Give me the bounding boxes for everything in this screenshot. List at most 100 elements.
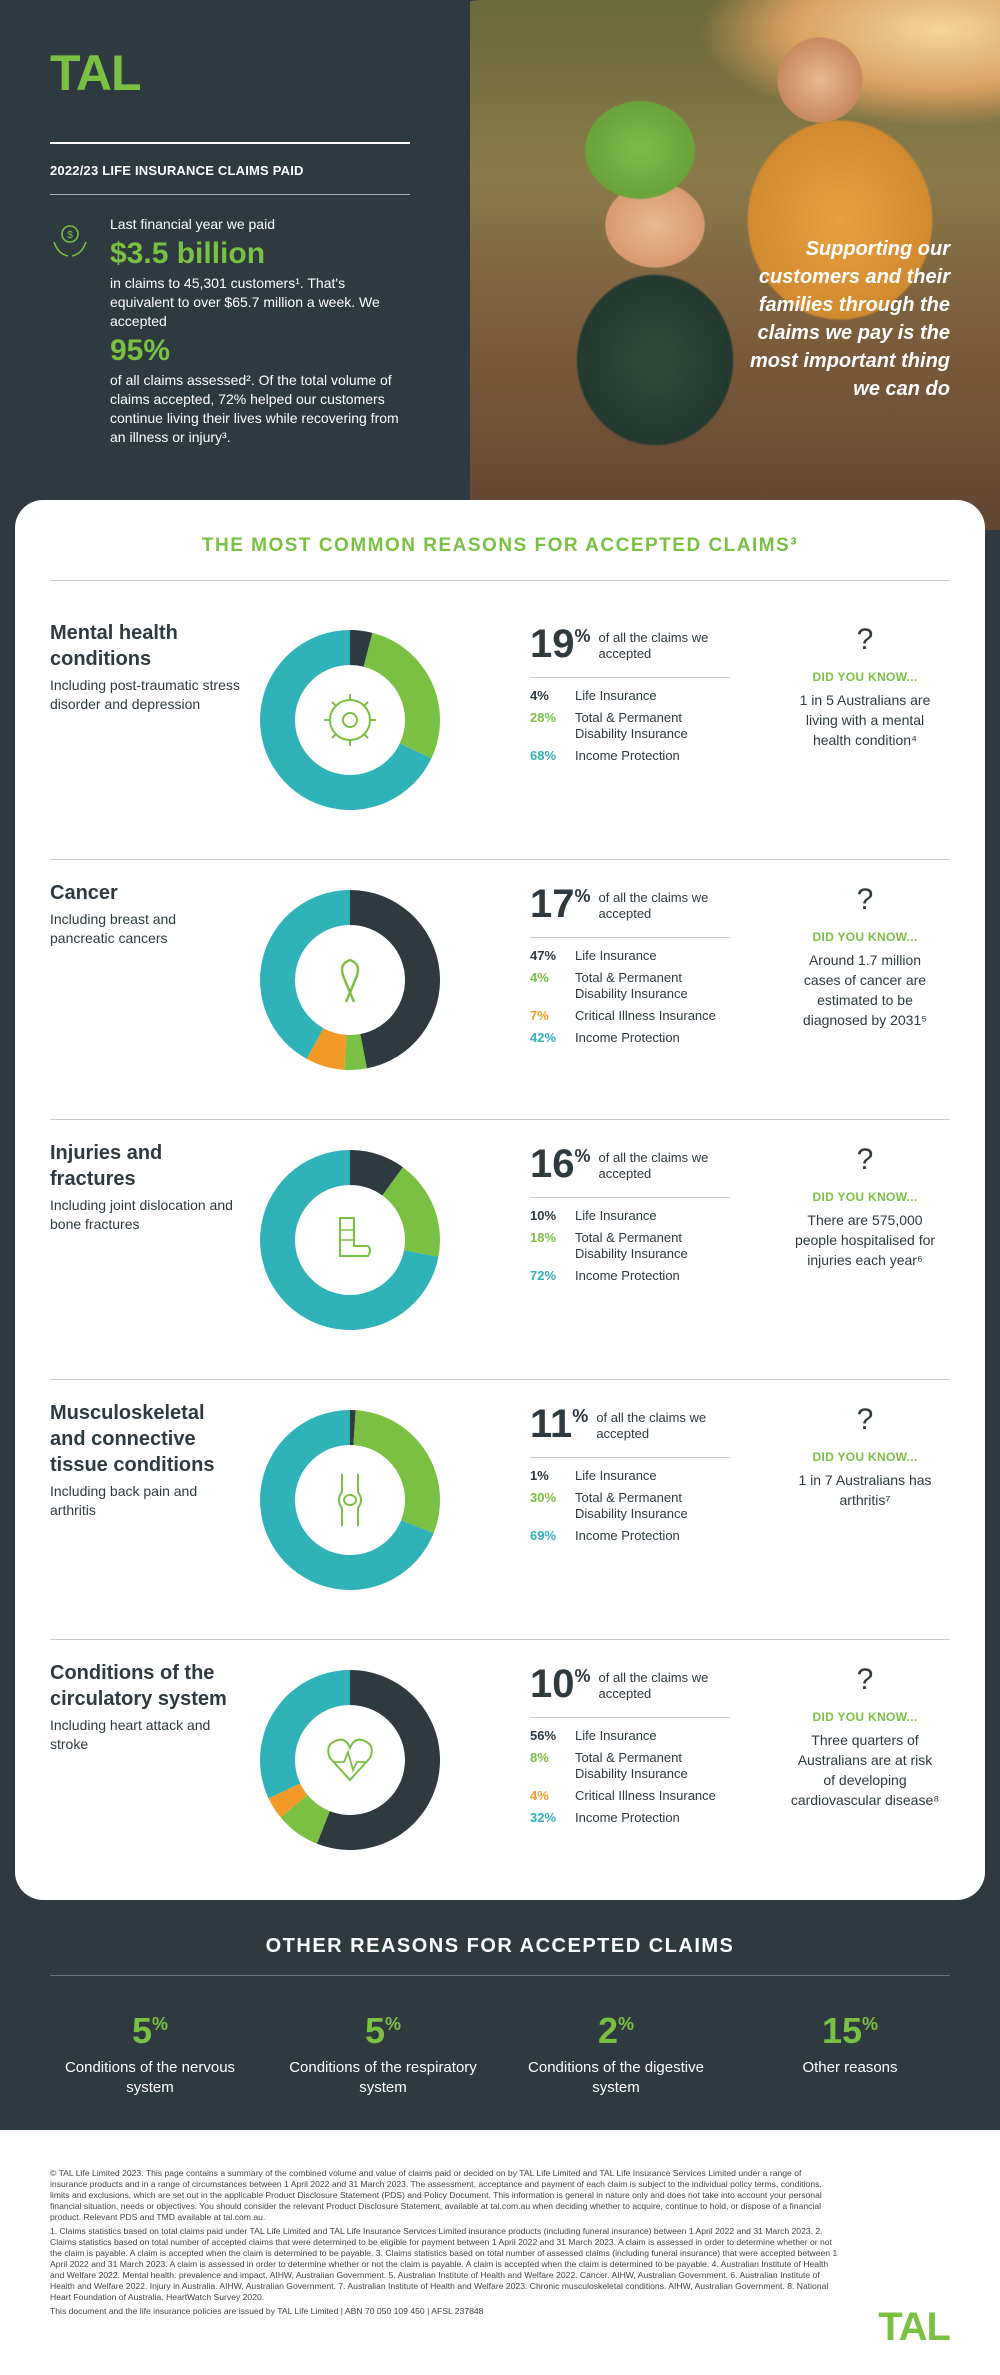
did-you-know-heading: DID YOU KNOW...: [812, 1190, 918, 1204]
breakdown-label: Total & Permanent Disability Insurance: [575, 1490, 688, 1521]
breakdown-row: 4% Life Insurance: [530, 688, 730, 704]
hero-line3: of all claims assessed². Of the total vo…: [110, 372, 399, 445]
divider: [530, 1457, 730, 1458]
did-you-know-fact: Three quarters of Australians are at ris…: [790, 1732, 940, 1808]
hero-line2: in claims to 45,301 customers¹. That's e…: [110, 275, 380, 329]
reason-name: Musculoskeletal and connective tissue co…: [50, 1402, 215, 1476]
of-all-claims: of all the claims we accepted: [598, 1670, 709, 1701]
breakdown-value: 56%: [530, 1728, 557, 1743]
reason-pct: 19%: [530, 622, 591, 666]
did-you-know-heading: DID YOU KNOW...: [812, 670, 918, 684]
reason-pct: 17%: [530, 882, 591, 926]
breakdown-value: 4%: [530, 1788, 549, 1803]
breakdown-row: 30% Total & Permanent Disability Insuranc…: [530, 1490, 730, 1522]
breakdown-row: 18% Total & Permanent Disability Insuranc…: [530, 1230, 730, 1262]
breakdown-label: Life Insurance: [575, 1728, 657, 1743]
did-you-know: ? DID YOU KNOW... 1 in 7 Australians has…: [790, 1400, 940, 1510]
breakdown-row: 7% Critical Illness Insurance: [530, 1008, 730, 1024]
breakdown-row: 72% Income Protection: [530, 1268, 730, 1284]
donut-slice: [363, 632, 440, 759]
other-reason-label: Conditions of the digestive system: [528, 2059, 704, 2096]
did-you-know-fact: Around 1.7 million cases of cancer are e…: [802, 952, 928, 1028]
reason-stat: 16% of all the claims we accepted 10% Life…: [530, 1142, 730, 1290]
donut-slice: [260, 1150, 439, 1330]
breakdown-row: 1% Life Insurance: [530, 1468, 730, 1484]
other-reason-label: Conditions of the nervous system: [64, 2059, 236, 2096]
breakdown-row: 4% Critical Illness Insurance: [530, 1788, 730, 1804]
claim-reason-section: Conditions of the circulatory system Incl…: [50, 1640, 950, 1900]
tal-logo: TAL: [50, 45, 141, 101]
breakdown-value: 4%: [530, 970, 549, 985]
other-reason-pct: 5%: [131, 2010, 169, 2051]
reason-stat: 17% of all the claims we accepted 47% Life…: [530, 882, 730, 1052]
reason-name: Mental health conditions: [50, 622, 178, 670]
breakdown-row: 10% Life Insurance: [530, 1208, 730, 1224]
breakdown-value: 8%: [530, 1750, 549, 1765]
breakdown-row: 42% Income Protection: [530, 1030, 730, 1046]
hero-line1: Last financial year we paid: [110, 216, 275, 232]
other-reason-value: 2: [597, 2010, 618, 2051]
claim-reason-section: Injuries and fractures Including joint di…: [50, 1120, 950, 1380]
breakdown-label: Income Protection: [575, 1810, 680, 1825]
did-you-know: ? DID YOU KNOW... Around 1.7 million cas…: [790, 880, 940, 1030]
reason-subtitle: Including back pain and arthritis: [50, 1483, 198, 1518]
other-reason-pct: 15%: [821, 2010, 879, 2051]
breakdown-value: 69%: [530, 1528, 557, 1543]
breakdown-value: 10%: [530, 1208, 557, 1223]
other-reason-pct: 2%: [597, 2010, 635, 2051]
footer-disclaimer: © TAL Life Limited 2023. This page conta…: [50, 2168, 840, 2320]
donut-chart: [260, 1670, 440, 1850]
breakdown-value: 7%: [530, 1008, 549, 1023]
reason-pct: 11%: [530, 1402, 589, 1446]
did-you-know-heading: DID YOU KNOW...: [812, 1450, 918, 1464]
reason-pct-value: 17: [530, 882, 575, 926]
breakdown-value: 18%: [530, 1230, 557, 1245]
claims-amount: $3.5 billion: [110, 237, 266, 270]
breakdown-row: 4% Total & Permanent Disability Insurance: [530, 970, 730, 1002]
reasons-card: THE MOST COMMON REASONS FOR ACCEPTED CLA…: [15, 500, 985, 1900]
reason-pct-value: 16: [530, 1142, 575, 1186]
breakdown-row: 32% Income Protection: [530, 1810, 730, 1826]
reason-pct-value: 10: [530, 1662, 575, 1706]
hero-quote: Supporting our customers and their famil…: [750, 238, 950, 400]
breakdown-label: Critical Illness Insurance: [575, 1008, 716, 1023]
hero-panel: TAL 2022/23 LIFE INSURANCE CLAIMS PAID $…: [0, 0, 470, 530]
breakdown-label: Total & Permanent Disability Insurance: [575, 1230, 688, 1261]
question-mark-icon: ?: [856, 883, 874, 916]
other-reason: 2% Conditions of the digestive system: [516, 2010, 716, 2098]
money-hands-icon: $: [53, 225, 87, 257]
reason-title: Mental health conditions Including post-t…: [50, 620, 240, 714]
divider: [50, 142, 410, 144]
breakdown-label: Income Protection: [575, 748, 680, 763]
of-all-claims: of all the claims we accepted: [596, 1410, 707, 1441]
breakdown-label: Total & Permanent Disability Insurance: [575, 1750, 688, 1781]
donut-slice: [350, 630, 373, 667]
donut-chart: [260, 630, 440, 810]
reason-name: Injuries and fractures: [50, 1142, 163, 1190]
breakdown-label: Critical Illness Insurance: [575, 1788, 716, 1803]
reason-subtitle: Including heart attack and stroke: [50, 1717, 211, 1752]
divider: [530, 1717, 730, 1718]
donut-slice: [344, 1034, 367, 1070]
reason-subtitle: Including joint dislocation and bone fra…: [50, 1197, 233, 1232]
reason-title: Cancer Including breast and pancreatic ca…: [50, 880, 240, 948]
other-reason: 5% Conditions of the respiratory system: [283, 2010, 483, 2098]
divider: [50, 1119, 950, 1120]
did-you-know-fact: 1 in 7 Australians has arthritis⁷: [798, 1472, 932, 1508]
reason-subtitle: Including post-traumatic stress disorder…: [50, 677, 240, 712]
divider: [530, 677, 730, 678]
breakdown-label: Income Protection: [575, 1528, 680, 1543]
breakdown-value: 28%: [530, 710, 557, 725]
donut-slice: [268, 1783, 308, 1818]
reasons-title: THE MOST COMMON REASONS FOR ACCEPTED CLA…: [201, 535, 799, 556]
donut-slice: [260, 890, 350, 1059]
breakdown-label: Life Insurance: [575, 688, 657, 703]
breakdown-label: Life Insurance: [575, 948, 657, 963]
donut-slice: [353, 1410, 440, 1534]
hero-heading: 2022/23 LIFE INSURANCE CLAIMS PAID: [50, 163, 304, 178]
reason-pct-value: 11: [530, 1402, 573, 1446]
breakdown-row: 47% Life Insurance: [530, 948, 730, 964]
claim-reason-section: Mental health conditions Including post-t…: [50, 600, 950, 860]
did-you-know-heading: DID YOU KNOW...: [812, 1710, 918, 1724]
breakdown-label: Life Insurance: [575, 1468, 657, 1483]
